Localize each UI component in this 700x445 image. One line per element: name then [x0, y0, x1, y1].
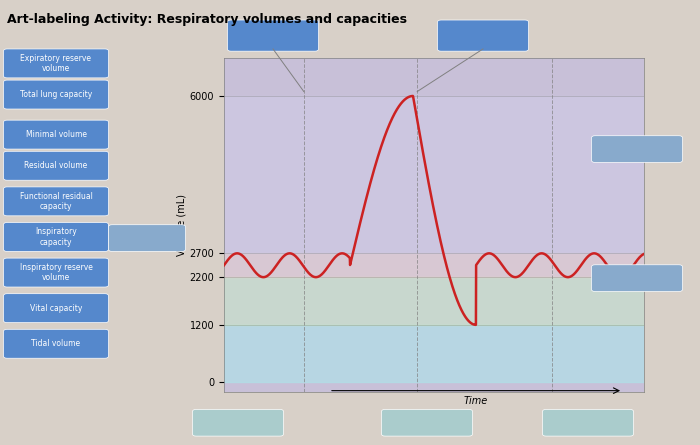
- Text: Time: Time: [464, 396, 488, 406]
- Text: Functional residual
capacity: Functional residual capacity: [20, 192, 92, 211]
- Bar: [224, 253, 644, 277]
- Text: Expiratory reserve
volume: Expiratory reserve volume: [20, 54, 92, 73]
- Text: Art-labeling Activity: Respiratory volumes and capacities: Art-labeling Activity: Respiratory volum…: [7, 13, 407, 26]
- Text: Tidal volume: Tidal volume: [32, 339, 80, 348]
- Text: Inspiratory reserve
volume: Inspiratory reserve volume: [20, 263, 92, 282]
- Text: Total lung capacity: Total lung capacity: [20, 90, 92, 99]
- Text: Vital capacity: Vital capacity: [30, 303, 82, 313]
- Text: Inspiratory
capacity: Inspiratory capacity: [35, 227, 77, 247]
- Bar: [224, 96, 644, 253]
- Y-axis label: Volume (mL): Volume (mL): [176, 194, 187, 256]
- Bar: [224, 325, 644, 382]
- Text: Residual volume: Residual volume: [25, 161, 88, 170]
- Text: Minimal volume: Minimal volume: [25, 130, 87, 139]
- Bar: [224, 277, 644, 325]
